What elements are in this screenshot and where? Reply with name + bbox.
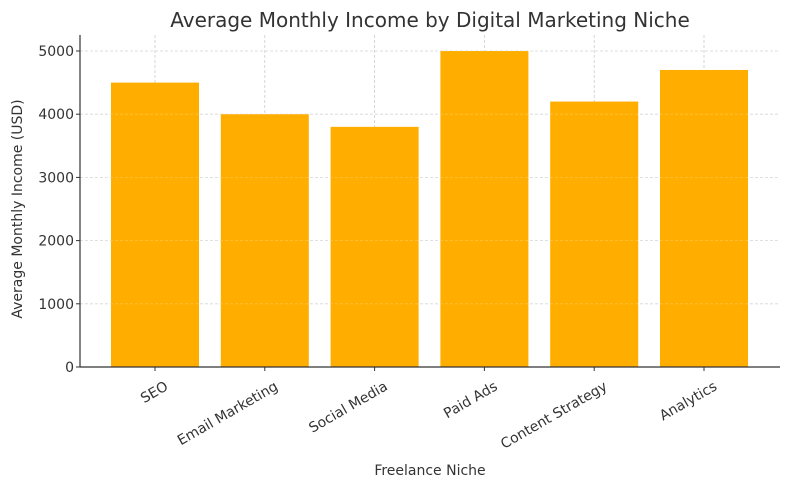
bars [80,50,780,368]
x-tick-label: Content Strategy [498,379,610,453]
x-tick-label: SEO [138,379,171,407]
y-tick-label: 0 [65,360,74,376]
bar-content-strategy [550,101,639,367]
chart-title: Average Monthly Income by Digital Market… [170,8,690,32]
y-tick-label: 2000 [38,234,74,250]
bar-social-media [330,126,419,367]
y-tick-label: 4000 [38,107,74,123]
y-tick-label: 3000 [38,170,74,186]
y-tick-label: 1000 [38,297,74,313]
bar-paid-ads [440,51,529,367]
x-axis-label: Freelance Niche [374,463,485,479]
x-tick-label: Analytics [657,379,720,425]
axes [79,35,780,368]
x-tick-label: Paid Ads [441,379,500,422]
x-tick-label: Email Marketing [175,379,281,449]
bar-seo [111,82,199,367]
x-tick-label: Social Media [306,379,390,437]
bar-analytics [660,69,748,368]
y-axis-label: Average Monthly Income (USD) [10,99,26,318]
bar-email-marketing [220,114,309,367]
y-tick-label: 5000 [38,44,74,60]
y-axis-ticks: 0 1000 2000 3000 4000 5000 [38,44,80,376]
x-axis-ticks: SEO Email Marketing Social Media Paid AdsCo… [138,367,720,453]
